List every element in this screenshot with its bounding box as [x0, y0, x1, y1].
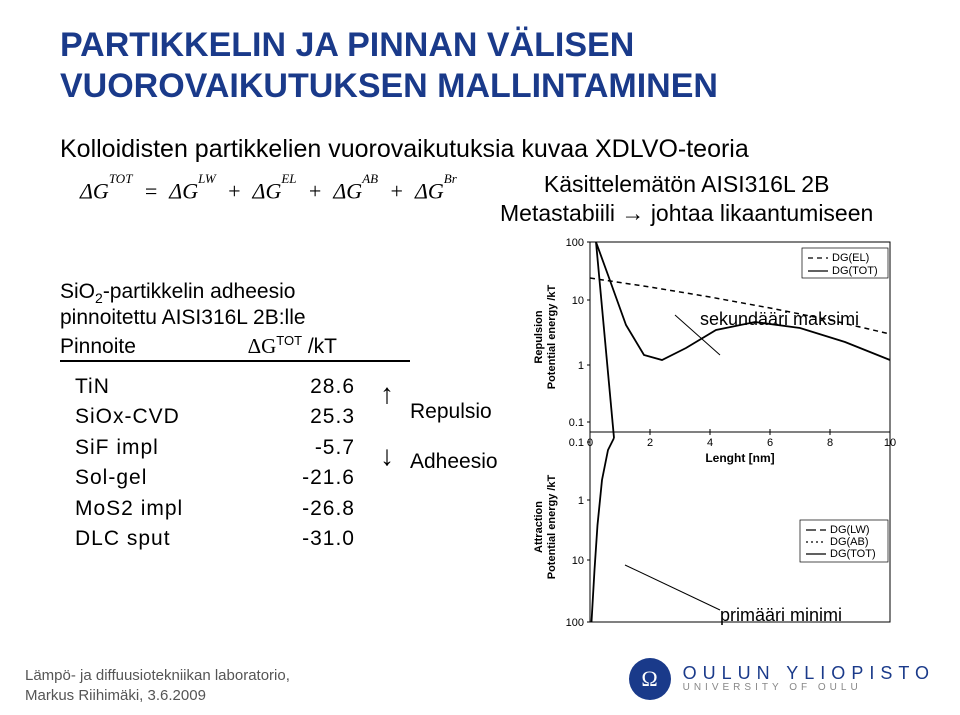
sio2-line3: Pinnoite ΔGTOT /kT [60, 333, 400, 359]
sio2-line1: SiO2-partikkelin adheesio [60, 280, 295, 306]
sio2-prefix: SiO [60, 280, 95, 303]
svg-text:0.1: 0.1 [569, 417, 584, 429]
arrow-down-icon: ↓ [380, 440, 394, 472]
sio2-l3-sup: TOT [276, 333, 302, 348]
table-cell-value: 25.3 [265, 402, 355, 432]
table-cell-name: SiF impl [75, 433, 265, 463]
eq-t1-sup: LW [198, 171, 216, 186]
eq-t3: ΔG [333, 178, 362, 203]
caption-right: Käsittelemätön AISI316L 2B Metastabiili … [500, 170, 873, 228]
table-cell-name: TiN [75, 372, 265, 402]
university-logo: Ω OULUN YLIOPISTO UNIVERSITY OF OULU [629, 658, 935, 700]
table-row: SiOx-CVD25.3 [75, 402, 355, 432]
sio2-sub: 2 [95, 290, 103, 306]
svg-text:DG(LW): DG(LW) [830, 524, 870, 536]
svg-text:10: 10 [884, 437, 896, 449]
svg-text:DG(TOT): DG(TOT) [832, 265, 878, 277]
svg-text:1: 1 [578, 360, 584, 372]
svg-text:0.1: 0.1 [569, 437, 584, 449]
svg-text:100: 100 [566, 237, 584, 249]
table-cell-value: 28.6 [265, 372, 355, 402]
table-row: Sol-gel-21.6 [75, 463, 355, 493]
sio2-divider [60, 360, 410, 362]
label-adheesio: Adheesio [410, 450, 498, 474]
slide-title: PARTIKKELIN JA PINNAN VÄLISEN VUOROVAIKU… [60, 25, 718, 107]
caption-right-l1: Käsittelemätön AISI316L 2B [544, 171, 830, 197]
caption-right-l2: Metastabiili → johtaa likaantumiseen [500, 200, 873, 226]
slide: PARTIKKELIN JA PINNAN VÄLISEN VUOROVAIKU… [0, 0, 960, 715]
footer-l2: Markus Riihimäki, 3.6.2009 [25, 687, 206, 704]
table-cell-name: DLC sput [75, 524, 265, 554]
svg-text:10: 10 [572, 555, 584, 567]
table-cell-value: -5.7 [265, 433, 355, 463]
table-row: SiF impl-5.7 [75, 433, 355, 463]
logo-text-block: OULUN YLIOPISTO UNIVERSITY OF OULU [683, 664, 935, 693]
eq-t1: ΔG [169, 178, 198, 203]
title-line1: PARTIKKELIN JA PINNAN VÄLISEN [60, 26, 634, 64]
note-bot-pointer [620, 560, 730, 620]
svg-text:0: 0 [587, 437, 593, 449]
svg-text:Potential energy /kT: Potential energy /kT [546, 474, 558, 579]
note-top-pointer [670, 310, 740, 370]
logo-sub: UNIVERSITY OF OULU [683, 683, 935, 694]
logo-icon: Ω [629, 658, 671, 700]
logo-main: OULUN YLIOPISTO [683, 663, 935, 683]
table-cell-value: -31.0 [265, 524, 355, 554]
svg-text:DG(AB): DG(AB) [830, 536, 869, 548]
svg-text:4: 4 [707, 437, 713, 449]
eq-lhs: ΔG [80, 178, 109, 203]
title-line2: VUOROVAIKUTUKSEN MALLINTAMINEN [60, 67, 718, 105]
sio2-l3-a: Pinnoite [60, 335, 136, 358]
table-cell-value: -26.8 [265, 494, 355, 524]
label-repulsio: Repulsio [410, 400, 492, 424]
table-cell-value: -21.6 [265, 463, 355, 493]
table-cell-name: MoS2 impl [75, 494, 265, 524]
svg-text:8: 8 [827, 437, 833, 449]
svg-text:6: 6 [767, 437, 773, 449]
slide-subtitle: Kolloidisten partikkelien vuorovaikutuks… [60, 135, 749, 164]
eq-t4: ΔG [415, 178, 444, 203]
footer: Lämpö- ja diffuusiotekniikan laboratorio… [25, 666, 290, 705]
coating-table: TiN28.6SiOx-CVD25.3SiF impl-5.7Sol-gel-2… [75, 372, 355, 555]
svg-text:Potential energy /kT: Potential energy /kT [546, 284, 558, 389]
note-primary-min: primääri minimi [720, 605, 842, 626]
eq-t4-sup: Br [444, 171, 457, 186]
sio2-l3-b: ΔG [248, 334, 277, 358]
arrow-up-icon: ↑ [380, 378, 394, 410]
eq-t2: ΔG [253, 178, 282, 203]
svg-text:1: 1 [578, 495, 584, 507]
svg-text:100: 100 [566, 617, 584, 629]
sio2-rest: -partikkelin adheesio [103, 280, 296, 303]
table-row: MoS2 impl-26.8 [75, 494, 355, 524]
footer-l1: Lämpö- ja diffuusiotekniikan laboratorio… [25, 667, 290, 684]
svg-text:2: 2 [647, 437, 653, 449]
svg-text:Attraction: Attraction [533, 501, 545, 553]
svg-text:Lenght [nm]: Lenght [nm] [705, 451, 774, 465]
svg-text:10: 10 [572, 295, 584, 307]
svg-text:Repulsion: Repulsion [533, 310, 545, 363]
sio2-line2: pinnoitettu AISI316L 2B:lle [60, 306, 306, 330]
sio2-l3-c: /kT [302, 335, 337, 358]
table-cell-name: SiOx-CVD [75, 402, 265, 432]
table-row: DLC sput-31.0 [75, 524, 355, 554]
eq-t2-sup: EL [281, 171, 296, 186]
eq-lhs-sup: TOT [109, 171, 133, 186]
equation: ΔGTOT = ΔGLW + ΔGEL + ΔGAB + ΔGBr [80, 178, 457, 204]
svg-text:DG(TOT): DG(TOT) [830, 548, 876, 560]
table-cell-name: Sol-gel [75, 463, 265, 493]
svg-text:DG(EL): DG(EL) [832, 252, 869, 264]
eq-t3-sup: AB [362, 171, 378, 186]
table-row: TiN28.6 [75, 372, 355, 402]
